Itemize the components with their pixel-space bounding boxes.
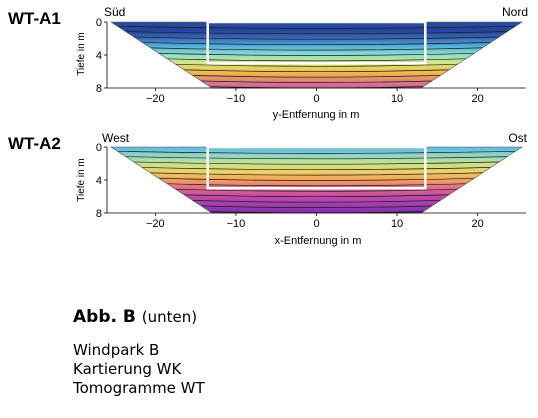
y-ticks: 0 4 8 xyxy=(96,17,107,95)
x-tick-label: 20 xyxy=(472,218,484,230)
orientation-right-label: Nord xyxy=(502,5,528,19)
resistivity-fill xyxy=(111,147,522,213)
x-ticks: −20 −10 0 10 20 xyxy=(146,88,484,105)
y-axis-label: Tiefe in m xyxy=(76,32,87,76)
x-tick-label: 20 xyxy=(472,93,484,105)
y-tick-label: 4 xyxy=(96,50,102,62)
x-axis-label: x-Entfernung in m xyxy=(275,235,362,247)
orientation-right-label: Ost xyxy=(508,131,527,145)
contour-line xyxy=(111,41,522,46)
x-tick-label: −10 xyxy=(227,93,246,105)
contour-line xyxy=(111,25,522,29)
survey-box xyxy=(206,145,427,190)
panel-label: WT-A2 xyxy=(8,134,61,153)
tomogram-plot xyxy=(106,145,526,214)
contour-line xyxy=(111,30,522,35)
x-axis-label: y-Entfernung in m xyxy=(273,109,360,121)
panel-label: WT-A1 xyxy=(8,9,61,28)
caption-line: Kartierung WK xyxy=(73,360,182,378)
y-tick-label: 0 xyxy=(96,17,102,29)
y-tick-label: 4 xyxy=(96,175,102,187)
panel-wt-a2: WT-A2 West Ost Tiefe in m x-Entfernung i… xyxy=(8,131,528,247)
orientation-left-label: West xyxy=(102,131,130,145)
contour-line xyxy=(111,35,522,40)
contour-line xyxy=(111,160,522,165)
x-tick-label: 0 xyxy=(313,93,319,105)
tomogram-plot xyxy=(106,20,526,89)
x-tick-label: 10 xyxy=(391,218,403,230)
contour-line xyxy=(111,150,522,154)
contour-line xyxy=(111,51,522,56)
contour-line xyxy=(111,176,522,181)
figure-caption: Abb. B (unten) Windpark B Kartierung WK … xyxy=(73,307,205,398)
x-ticks: −20 −10 0 10 20 xyxy=(146,213,484,230)
x-tick-label: −10 xyxy=(227,218,246,230)
contour-line xyxy=(111,166,522,171)
caption-line: Tomogramme WT xyxy=(73,379,205,397)
caption-line: Windpark B xyxy=(73,341,160,359)
resistivity-fill xyxy=(111,22,522,88)
survey-box xyxy=(206,20,427,65)
y-ticks: 0 4 8 xyxy=(96,142,107,220)
caption-subtitle: (unten) xyxy=(141,308,198,326)
contour-line xyxy=(111,171,522,176)
panel-wt-a1: WT-A1 Süd Nord Tiefe in m y-Entfernung i… xyxy=(8,5,528,121)
y-tick-label: 8 xyxy=(96,83,102,95)
y-tick-label: 8 xyxy=(96,208,102,220)
x-tick-label: 10 xyxy=(391,93,403,105)
y-tick-label: 0 xyxy=(96,142,102,154)
orientation-left-label: Süd xyxy=(104,5,125,19)
x-tick-label: 0 xyxy=(313,218,319,230)
caption-title: Abb. B xyxy=(73,307,136,327)
x-tick-label: −20 xyxy=(146,93,165,105)
y-axis-label: Tiefe in m xyxy=(76,158,87,202)
contour-line xyxy=(111,46,522,51)
x-tick-label: −20 xyxy=(146,218,165,230)
contour-line xyxy=(111,155,522,160)
caption-title-line: Abb. B (unten) xyxy=(73,307,205,327)
